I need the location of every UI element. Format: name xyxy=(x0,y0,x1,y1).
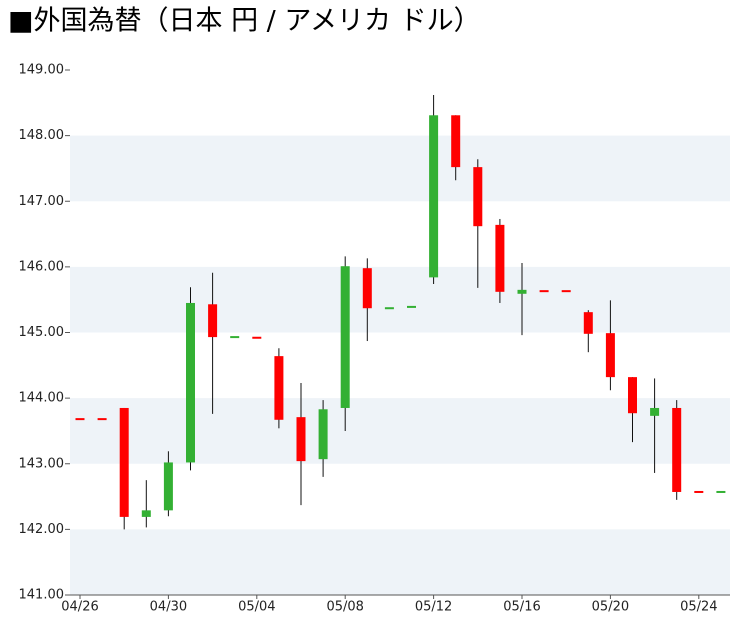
candle-body xyxy=(75,418,85,421)
grid-band xyxy=(70,135,730,202)
x-tick-label: 05/08 xyxy=(326,600,363,615)
candle-body xyxy=(296,417,306,462)
candle-body xyxy=(230,336,240,339)
candle-body xyxy=(583,312,593,334)
candle-body xyxy=(429,115,439,278)
y-tick-label: 145.00 xyxy=(19,325,65,340)
x-tick-label: 05/04 xyxy=(238,600,275,615)
candle-body xyxy=(407,305,416,308)
candle-body xyxy=(119,407,129,517)
y-tick-label: 143.00 xyxy=(19,456,65,471)
x-tick-label: 04/30 xyxy=(150,600,187,615)
candle-body xyxy=(97,418,107,421)
candle-body xyxy=(650,407,660,416)
candle-body xyxy=(252,336,262,339)
grid-band xyxy=(70,398,730,464)
x-tick-label: 05/16 xyxy=(503,600,540,615)
x-tick-label: 05/24 xyxy=(680,600,717,615)
candle-body xyxy=(605,333,615,378)
y-tick-label: 146.00 xyxy=(19,259,65,274)
y-tick-label: 149.00 xyxy=(19,63,65,78)
y-tick-label: 148.00 xyxy=(19,128,65,143)
candle-body xyxy=(362,268,372,309)
x-tick-label: 05/12 xyxy=(415,600,452,615)
candle-body xyxy=(495,224,505,292)
y-tick-label: 147.00 xyxy=(19,194,65,209)
y-tick-label: 142.00 xyxy=(19,522,65,537)
candle-body xyxy=(517,289,527,294)
x-tick-label: 05/20 xyxy=(592,600,629,615)
x-tick-label: 04/26 xyxy=(61,600,98,615)
candle-body xyxy=(561,290,571,293)
candle-body xyxy=(672,407,682,492)
candle-body xyxy=(318,409,328,460)
grid-band xyxy=(70,266,730,333)
candle-body xyxy=(539,290,549,293)
candle-body xyxy=(473,167,483,227)
candle-body xyxy=(451,115,461,168)
candle-body xyxy=(208,304,218,338)
candle-body xyxy=(694,490,704,493)
candle-body xyxy=(163,462,173,511)
y-tick-label: 144.00 xyxy=(19,391,65,406)
candle-body xyxy=(716,490,726,493)
candle-body xyxy=(274,356,284,420)
candle-body xyxy=(186,302,195,463)
grid-band xyxy=(70,529,730,595)
candle-body xyxy=(340,266,350,408)
candle-body xyxy=(384,307,394,310)
y-tick-label: 141.00 xyxy=(19,588,65,603)
chart-title: ■外国為替（日本 円 / アメリカ ドル） xyxy=(8,6,481,37)
candle-body xyxy=(628,377,637,414)
candle-body xyxy=(141,510,151,517)
